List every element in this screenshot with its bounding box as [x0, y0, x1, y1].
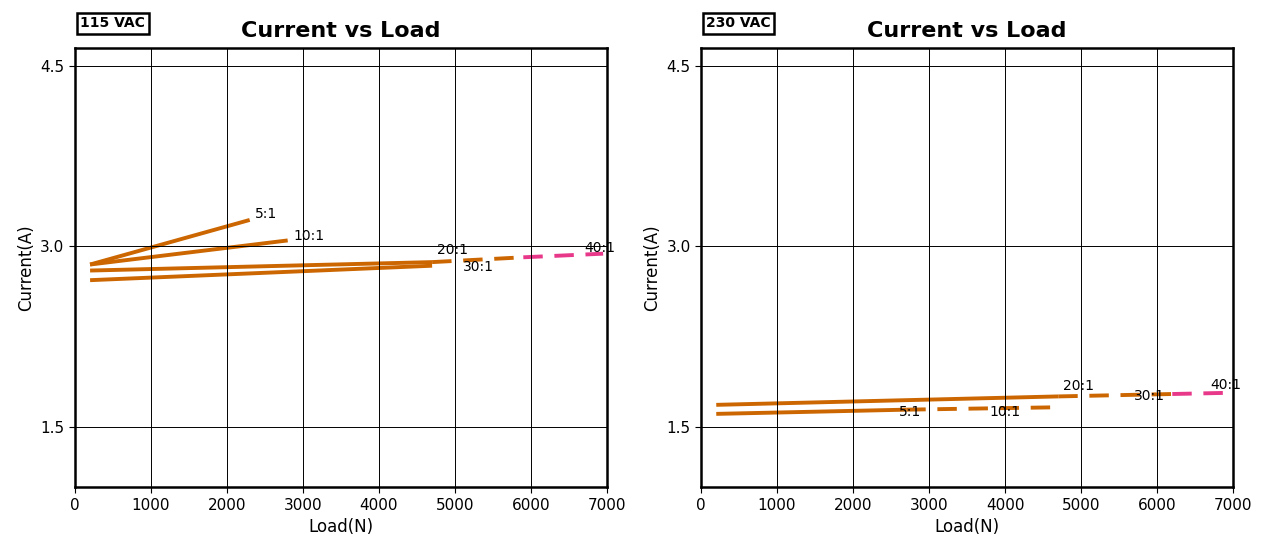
Text: 40:1: 40:1	[584, 241, 615, 255]
Text: 10:1: 10:1	[990, 405, 1022, 419]
Text: 30:1: 30:1	[1134, 389, 1165, 403]
Y-axis label: Current(A): Current(A)	[16, 224, 34, 311]
Text: 40:1: 40:1	[1211, 378, 1241, 392]
Y-axis label: Current(A): Current(A)	[643, 224, 661, 311]
Text: 115 VAC: 115 VAC	[80, 16, 145, 30]
Text: 30:1: 30:1	[462, 260, 494, 274]
X-axis label: Load(N): Load(N)	[934, 518, 1000, 536]
Title: Current vs Load: Current vs Load	[241, 20, 440, 40]
Text: 5:1: 5:1	[255, 207, 277, 221]
Title: Current vs Load: Current vs Load	[867, 20, 1067, 40]
Text: 5:1: 5:1	[898, 405, 921, 419]
Text: 230 VAC: 230 VAC	[707, 16, 772, 30]
Text: 20:1: 20:1	[1063, 379, 1094, 393]
Text: 20:1: 20:1	[437, 243, 468, 257]
Text: 10:1: 10:1	[293, 229, 324, 243]
X-axis label: Load(N): Load(N)	[308, 518, 373, 536]
